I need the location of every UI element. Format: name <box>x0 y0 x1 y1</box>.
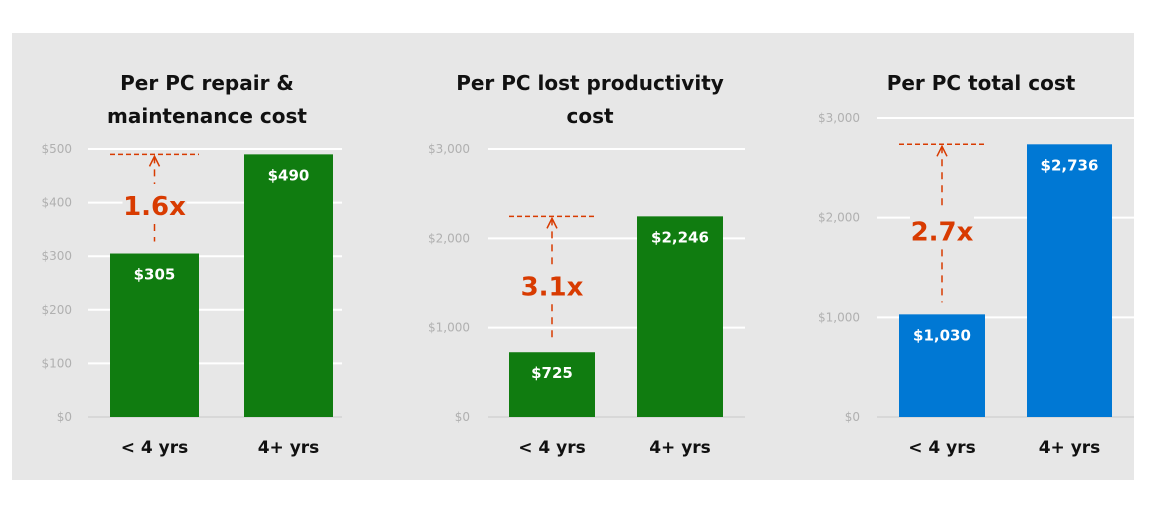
y-tick-label: $2,000 <box>428 231 470 245</box>
multiplier-label: 2.7x <box>911 217 974 247</box>
category-label: 4+ yrs <box>1039 438 1101 458</box>
y-tick-label: $500 <box>41 142 72 156</box>
y-tick-label: $1,000 <box>428 321 470 335</box>
bar <box>244 154 333 418</box>
y-tick-label: $3,000 <box>818 111 860 125</box>
chart-title: Per PC lost productivity <box>456 71 724 95</box>
category-label: < 4 yrs <box>518 438 586 458</box>
arrow-up-icon <box>546 216 558 229</box>
y-tick-label: $3,000 <box>428 142 470 156</box>
label-background <box>122 185 187 220</box>
multiplier-label: 3.1x <box>521 272 584 302</box>
chart-title: cost <box>566 104 614 128</box>
category-label: < 4 yrs <box>908 438 976 458</box>
y-tick-label: $2,000 <box>818 211 860 225</box>
bar-value-label: $2,246 <box>651 228 709 246</box>
bar-value-label: $305 <box>134 266 176 284</box>
bar <box>509 352 595 417</box>
chart-title: Per PC repair & <box>120 71 294 95</box>
bar-value-label: $1,030 <box>913 326 971 344</box>
category-label: 4+ yrs <box>649 438 711 458</box>
bar-value-label: $490 <box>268 166 310 184</box>
y-tick-label: $0 <box>455 410 470 424</box>
y-tick-label: $0 <box>845 410 860 424</box>
arrow-up-icon <box>936 144 948 157</box>
label-background <box>520 266 584 301</box>
chart-title: maintenance cost <box>107 104 307 128</box>
category-label: < 4 yrs <box>121 438 189 458</box>
arrow-up-icon <box>148 154 161 167</box>
y-tick-label: $1,000 <box>818 310 860 324</box>
bar-value-label: $2,736 <box>1041 156 1099 174</box>
multiplier-label: 1.6x <box>123 192 186 222</box>
y-tick-label: $200 <box>41 303 72 317</box>
label-background <box>910 211 974 246</box>
bar <box>110 253 199 417</box>
y-tick-label: $300 <box>41 249 72 263</box>
bar <box>1027 144 1112 417</box>
y-tick-label: $0 <box>57 410 72 424</box>
y-tick-label: $400 <box>41 196 72 210</box>
bar <box>899 314 985 417</box>
bar <box>637 216 723 417</box>
bar-value-label: $725 <box>531 364 573 382</box>
chart-title: Per PC total cost <box>887 71 1076 95</box>
category-label: 4+ yrs <box>258 438 320 458</box>
y-tick-label: $100 <box>41 356 72 370</box>
